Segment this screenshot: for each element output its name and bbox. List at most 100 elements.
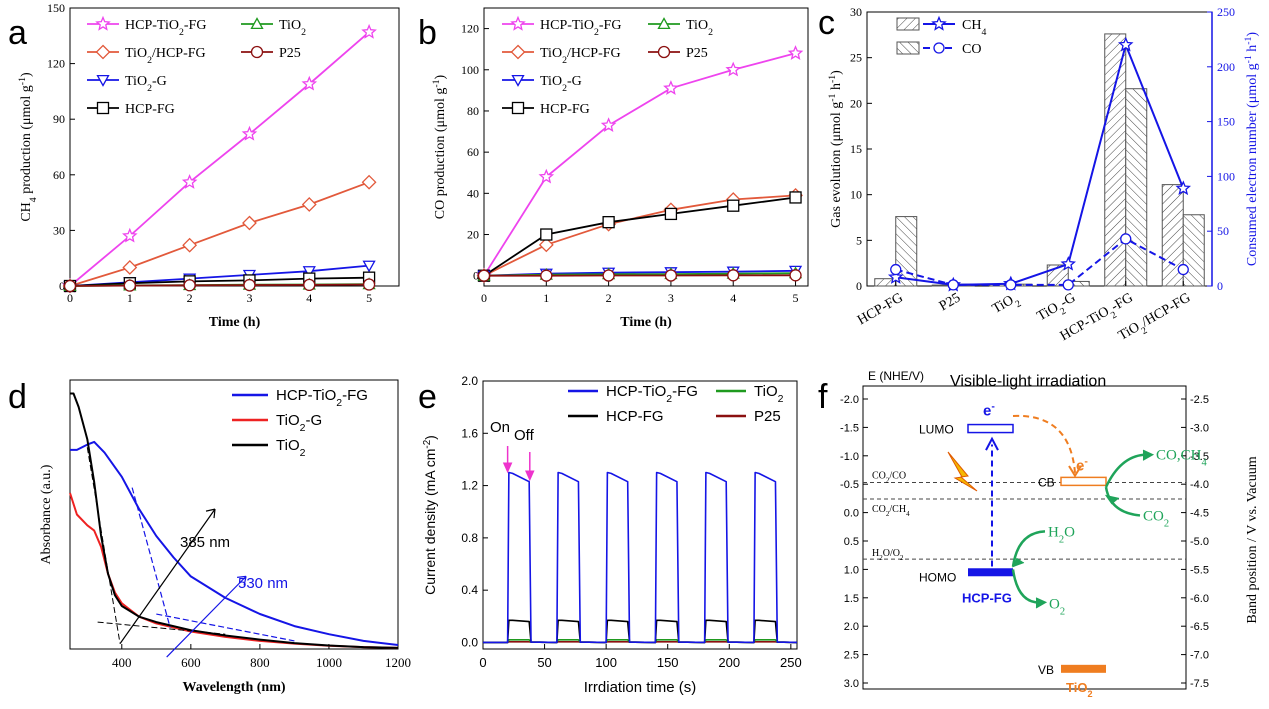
plot-frame — [483, 7, 809, 287]
marker-circle — [602, 269, 615, 282]
marker-diamond — [301, 197, 317, 212]
legend-item: TiO2/HCP-FG — [502, 44, 621, 66]
x-tick-label: 800 — [250, 655, 270, 670]
text-part: 2 — [562, 83, 567, 94]
legend-label: TiO2 — [686, 18, 713, 38]
legend-item: TiO2-G — [502, 74, 582, 94]
y-right-tick-label: 0 — [1217, 279, 1223, 293]
panel-letter-a: a — [8, 14, 27, 52]
homo-level — [968, 568, 1013, 577]
legend-item: TiO2 — [241, 17, 306, 38]
panel-e: 0 50 100 150 200 250 0.0 0.4 0.8 1.2 1.6 2.0 Irrdiat… — [422, 374, 802, 696]
annotation-530nm: 530 nm — [238, 575, 288, 592]
series-line — [483, 194, 796, 277]
y-tick-label: 2.0 — [461, 374, 478, 388]
x-axis-label: Time (h) — [620, 315, 672, 330]
y-tick-label: 10 — [850, 188, 862, 202]
marker-star — [181, 174, 198, 189]
text-part: O — [1049, 596, 1060, 612]
text-part: 2 — [594, 27, 599, 38]
label-co-ch4: CO,CH4 — [1156, 448, 1207, 469]
legend-label: HCP-FG — [540, 102, 590, 117]
marker-star — [887, 269, 904, 284]
text-part: TiO — [125, 74, 147, 89]
text-part: 4 — [981, 27, 986, 38]
text-part: 2 — [301, 27, 306, 38]
legend-item: TiO2 — [716, 383, 784, 405]
marker-star — [122, 227, 138, 243]
arrowhead-co2 — [1104, 494, 1120, 505]
y-tick-label: 0.8 — [461, 531, 478, 545]
series-TiO2-G — [63, 260, 376, 293]
marker-star — [241, 125, 258, 141]
marker-circle — [1062, 279, 1074, 291]
x-tick-label: 200 — [718, 655, 740, 670]
text-part: 2 — [900, 554, 904, 562]
text-part: H — [872, 548, 879, 559]
x-tick-label: 5 — [366, 291, 372, 305]
electron-cb: e- — [1076, 455, 1088, 474]
x-axis-label: Irrdiation time (s) — [584, 679, 697, 696]
text-part: /HCP-FG — [1139, 290, 1193, 330]
y-tick-label: 100 — [461, 63, 479, 77]
marker-square — [511, 101, 525, 115]
y-tick-label: 1.0 — [844, 564, 859, 576]
marker-tri-down — [362, 260, 376, 273]
legend-label: TiO2 — [754, 383, 784, 405]
y-tick-label: 120 — [461, 22, 479, 36]
marker-star — [1060, 255, 1076, 271]
text-part: 4 — [1201, 457, 1207, 468]
marker-circle — [657, 45, 671, 59]
text-part: Consumed electron number (μmol g — [1245, 63, 1260, 266]
text-part: TiO — [279, 18, 301, 33]
marker-circle — [1120, 233, 1132, 245]
plot-frame — [69, 379, 399, 650]
baseline-tio2 — [97, 621, 226, 635]
x-tick-label: 0 — [479, 655, 486, 670]
x-tick-label: 250 — [780, 655, 802, 670]
plot-frame — [862, 385, 1187, 690]
marker-star — [600, 117, 617, 132]
text-part: 2 — [666, 393, 672, 405]
text-part: HCP-TiO — [540, 18, 594, 33]
text-part: 2 — [708, 27, 713, 38]
cb-level — [1060, 476, 1107, 487]
legend-item: TiO2-G — [87, 74, 167, 94]
y-tick-label: 90 — [53, 112, 65, 126]
marker-circle — [63, 279, 77, 293]
text-part: CH — [962, 18, 981, 33]
legend-label: TiO2 — [276, 437, 306, 459]
text-part: ) — [433, 74, 448, 79]
y-tick-label: -1.0 — [840, 451, 859, 463]
marker-diamond — [510, 44, 526, 60]
y-tick-label: 1.6 — [461, 426, 478, 440]
text-part: Current density (mA cm — [422, 449, 438, 595]
text-part: TiO — [754, 383, 778, 400]
arrow-from-co2 — [1104, 486, 1141, 517]
legend-item: P25 — [716, 408, 781, 425]
annotation-on: On — [490, 419, 510, 436]
y-right-tick-label: 250 — [1217, 5, 1235, 19]
text-part: 2 — [1139, 325, 1149, 337]
text-part: 2 — [1059, 534, 1064, 545]
text-part: ) — [422, 435, 438, 440]
y-right-tick-label: 200 — [1217, 60, 1235, 74]
text-part: 2 — [179, 27, 184, 38]
y-tick-label: 0 — [473, 269, 479, 283]
marker-diamond — [361, 174, 377, 190]
legend-label: P25 — [686, 46, 708, 61]
text-part: CO — [872, 504, 886, 515]
y-tick-label: 15 — [850, 142, 862, 156]
diagram-title: Visible-light irradiation — [950, 373, 1106, 390]
y-right-tick-label: 150 — [1217, 115, 1235, 129]
text-part: /HCP-FG — [152, 46, 206, 61]
marker-star — [538, 168, 555, 184]
text-part: TiO — [540, 74, 562, 89]
panel-letter-c: c — [818, 4, 835, 42]
marker-circle — [540, 269, 553, 282]
arrowhead-530 — [237, 575, 247, 586]
text-part: e — [1076, 457, 1084, 474]
text-part: TiO — [276, 412, 300, 429]
arrowhead-h2o — [1012, 557, 1025, 568]
